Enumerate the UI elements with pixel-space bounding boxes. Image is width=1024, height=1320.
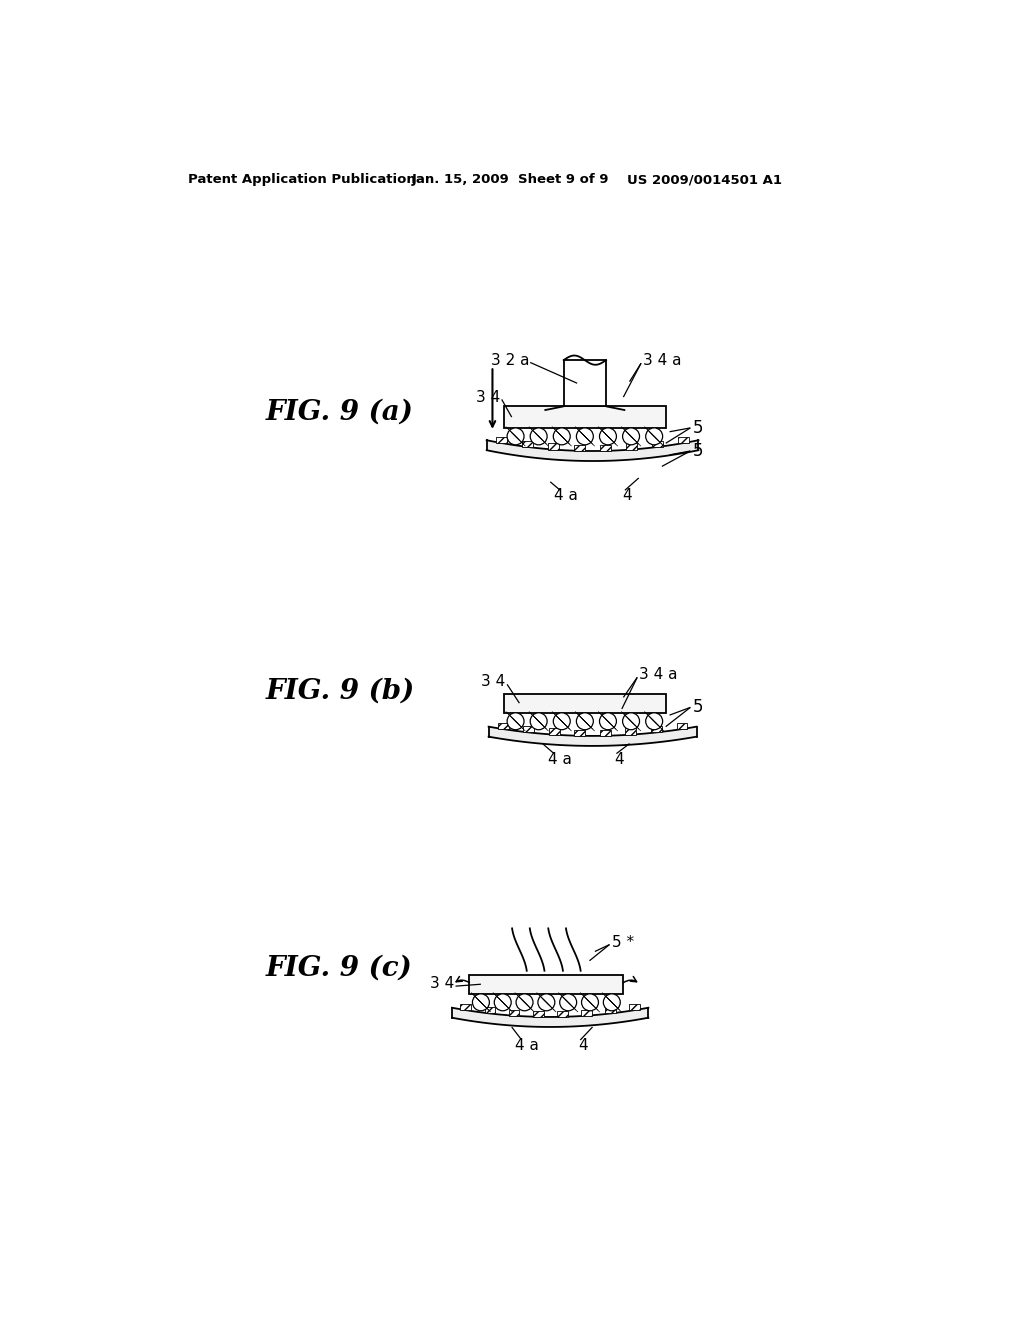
Bar: [630, 1005, 640, 1010]
Text: 3 4 a: 3 4 a: [643, 352, 681, 368]
Bar: [532, 1011, 544, 1016]
Bar: [626, 729, 636, 735]
Circle shape: [495, 994, 511, 1011]
Text: 3 4: 3 4: [430, 977, 454, 991]
Circle shape: [623, 428, 640, 445]
Text: 3 4: 3 4: [476, 389, 500, 405]
Bar: [605, 1007, 615, 1014]
Bar: [563, 360, 606, 407]
Bar: [677, 723, 687, 729]
Text: Jan. 15, 2009  Sheet 9 of 9: Jan. 15, 2009 Sheet 9 of 9: [412, 173, 609, 186]
Circle shape: [530, 428, 547, 445]
Bar: [652, 441, 664, 447]
Bar: [626, 444, 637, 450]
Bar: [600, 445, 611, 451]
Circle shape: [646, 428, 663, 445]
Bar: [461, 1005, 471, 1010]
Text: 4 a: 4 a: [554, 488, 578, 503]
Circle shape: [507, 428, 524, 445]
Circle shape: [582, 994, 598, 1011]
Bar: [548, 444, 559, 450]
Circle shape: [646, 713, 663, 730]
Circle shape: [553, 713, 570, 730]
Bar: [678, 437, 689, 444]
Bar: [581, 1010, 592, 1015]
Text: 5: 5: [692, 442, 703, 459]
Circle shape: [560, 994, 577, 1011]
Text: FIG. 9 (c): FIG. 9 (c): [265, 954, 412, 982]
Bar: [484, 1007, 496, 1014]
Bar: [498, 723, 509, 729]
Circle shape: [599, 713, 616, 730]
Bar: [523, 726, 535, 733]
Bar: [469, 974, 624, 994]
Bar: [504, 407, 666, 428]
Bar: [600, 730, 610, 735]
Bar: [573, 445, 586, 451]
Bar: [496, 437, 507, 444]
Text: 3 4 a: 3 4 a: [639, 667, 677, 682]
Text: 3 2 a: 3 2 a: [490, 352, 529, 368]
Polygon shape: [486, 441, 698, 461]
Bar: [651, 726, 662, 733]
Text: 4: 4: [623, 488, 632, 503]
Circle shape: [507, 713, 524, 730]
Bar: [509, 1010, 519, 1015]
Polygon shape: [488, 726, 696, 746]
Circle shape: [538, 994, 555, 1011]
Circle shape: [599, 428, 616, 445]
Text: US 2009/0014501 A1: US 2009/0014501 A1: [628, 173, 782, 186]
Bar: [504, 693, 666, 713]
Circle shape: [516, 994, 534, 1011]
Circle shape: [623, 713, 640, 730]
Bar: [557, 1011, 567, 1016]
Text: FIG. 9 (b): FIG. 9 (b): [265, 677, 415, 705]
Bar: [549, 729, 560, 735]
Text: 4: 4: [614, 751, 625, 767]
Text: 4 a: 4 a: [548, 751, 571, 767]
Text: 5: 5: [692, 698, 703, 715]
Polygon shape: [452, 1007, 648, 1027]
Circle shape: [603, 994, 621, 1011]
Text: 3 4: 3 4: [481, 675, 506, 689]
Bar: [522, 441, 534, 447]
Circle shape: [577, 713, 593, 730]
Text: Patent Application Publication: Patent Application Publication: [188, 173, 416, 186]
Circle shape: [472, 994, 489, 1011]
Text: 4: 4: [579, 1038, 588, 1053]
Circle shape: [577, 428, 593, 445]
Bar: [574, 730, 585, 735]
Text: 5 *: 5 *: [611, 935, 634, 950]
Circle shape: [553, 428, 570, 445]
Text: 5: 5: [692, 418, 703, 437]
Circle shape: [530, 713, 547, 730]
Text: FIG. 9 (a): FIG. 9 (a): [265, 399, 414, 426]
Text: 4 a: 4 a: [515, 1038, 539, 1053]
